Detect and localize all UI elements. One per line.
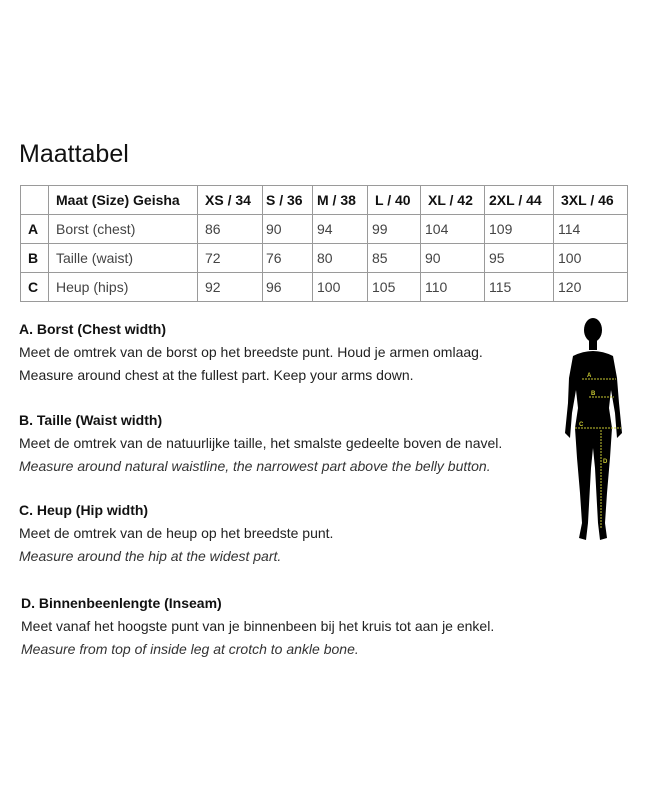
table-cell: 115 xyxy=(484,272,554,302)
section-text-en: Measure around natural waistline, the na… xyxy=(19,458,491,474)
section-text-nl: Meet de omtrek van de heup op het breeds… xyxy=(19,525,334,541)
table-header-row: Maat (Size) Geisha XS / 34 S / 36 M / 38… xyxy=(20,185,628,215)
table-cell: 96 xyxy=(262,272,313,302)
header-cell xyxy=(20,185,49,215)
table-cell: 99 xyxy=(367,214,421,244)
table-cell: 109 xyxy=(484,214,554,244)
section-text-en: Measure around chest at the fullest part… xyxy=(19,367,414,383)
table-row: B Taille (waist) 72 76 80 85 90 95 100 xyxy=(20,243,628,273)
section-text-nl: Meet de omtrek van de borst op het breed… xyxy=(19,344,483,360)
row-label: Borst (chest) xyxy=(48,214,198,244)
body-silhouette-illustration: A B C D xyxy=(565,318,622,540)
table-cell: 105 xyxy=(367,272,421,302)
table-cell: 100 xyxy=(553,243,628,273)
table-cell: 92 xyxy=(197,272,263,302)
size-table: Maat (Size) Geisha XS / 34 S / 36 M / 38… xyxy=(20,185,628,302)
section-hip: C. Heup (Hip width) Meet de omtrek van d… xyxy=(19,499,333,568)
figure-label-a: A xyxy=(587,373,592,379)
table-row: C Heup (hips) 92 96 100 105 110 115 120 xyxy=(20,272,628,302)
table-cell: 86 xyxy=(197,214,263,244)
figure-label-d: D xyxy=(603,459,608,465)
section-inseam: D. Binnenbeenlengte (Inseam) Meet vanaf … xyxy=(21,592,494,661)
table-cell: 120 xyxy=(553,272,628,302)
table-cell: 80 xyxy=(312,243,368,273)
section-text-en: Measure from top of inside leg at crotch… xyxy=(21,641,359,657)
table-cell: 104 xyxy=(420,214,485,244)
row-letter: A xyxy=(20,214,49,244)
figure-label-c: C xyxy=(579,422,584,428)
section-heading: B. Taille (Waist width) xyxy=(19,412,163,428)
page-title: Maattabel xyxy=(19,140,129,168)
table-cell: 110 xyxy=(420,272,485,302)
section-heading: D. Binnenbeenlengte (Inseam) xyxy=(21,595,222,611)
table-cell: 90 xyxy=(262,214,313,244)
table-cell: 72 xyxy=(197,243,263,273)
table-cell: 114 xyxy=(553,214,628,244)
table-cell: 95 xyxy=(484,243,554,273)
section-text-nl: Meet de omtrek van de natuurlijke taille… xyxy=(19,435,503,451)
section-text-nl: Meet vanaf het hoogste punt van je binne… xyxy=(21,618,495,634)
row-label: Taille (waist) xyxy=(48,243,198,273)
figure-label-b: B xyxy=(591,391,596,397)
header-cell: 2XL / 44 xyxy=(484,185,554,215)
header-cell: XS / 34 xyxy=(197,185,263,215)
row-letter: B xyxy=(20,243,49,273)
table-cell: 76 xyxy=(262,243,313,273)
row-label: Heup (hips) xyxy=(48,272,198,302)
table-cell: 94 xyxy=(312,214,368,244)
section-chest: A. Borst (Chest width) Meet de omtrek va… xyxy=(19,318,483,387)
section-waist: B. Taille (Waist width) Meet de omtrek v… xyxy=(19,409,502,478)
table-row: A Borst (chest) 86 90 94 99 104 109 114 xyxy=(20,214,628,244)
silhouette-icon xyxy=(565,318,622,540)
table-cell: 90 xyxy=(420,243,485,273)
table-cell: 85 xyxy=(367,243,421,273)
section-heading: A. Borst (Chest width) xyxy=(19,321,166,337)
row-letter: C xyxy=(20,272,49,302)
header-cell: M / 38 xyxy=(312,185,368,215)
header-cell: L / 40 xyxy=(367,185,421,215)
table-cell: 100 xyxy=(312,272,368,302)
header-cell: S / 36 xyxy=(262,185,313,215)
section-text-en: Measure around the hip at the widest par… xyxy=(19,548,282,564)
section-heading: C. Heup (Hip width) xyxy=(19,502,149,518)
header-cell: 3XL / 46 xyxy=(553,185,628,215)
header-cell: XL / 42 xyxy=(420,185,485,215)
header-cell: Maat (Size) Geisha xyxy=(48,185,198,215)
